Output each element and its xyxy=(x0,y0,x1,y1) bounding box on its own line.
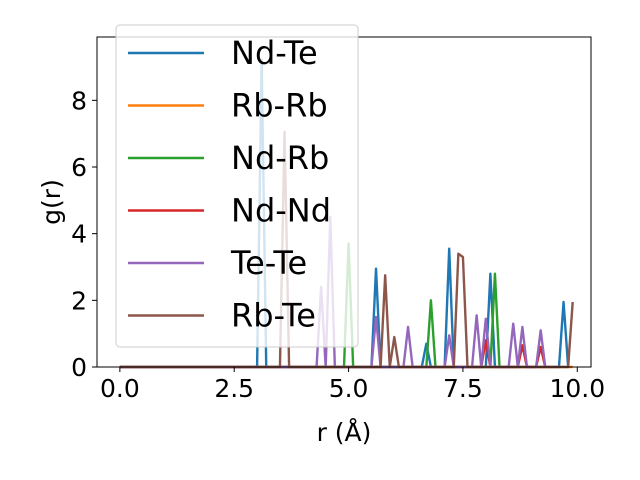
x-tick-label: 7.5 xyxy=(443,374,483,403)
y-tick-label: 8 xyxy=(71,86,87,115)
y-axis-label: g(r) xyxy=(37,179,66,225)
y-tick-label: 4 xyxy=(71,220,87,249)
y-tick-label: 0 xyxy=(71,353,87,382)
x-tick-label: 5.0 xyxy=(329,374,369,403)
x-tick-label: 2.5 xyxy=(214,374,254,403)
x-axis-label: r (Å) xyxy=(317,418,372,447)
y-tick-label: 6 xyxy=(71,153,87,182)
x-tick-label: 0.0 xyxy=(100,374,140,403)
legend-label-te-te: Te-Te xyxy=(230,244,307,282)
legend-label-rb-te: Rb-Te xyxy=(231,297,316,335)
legend-label-nd-te: Nd-Te xyxy=(231,34,318,72)
y-tick-label: 2 xyxy=(71,286,87,315)
legend-label-nd-rb: Nd-Rb xyxy=(231,139,329,177)
x-tick-label: 10.0 xyxy=(549,374,605,403)
legend-label-rb-rb: Rb-Rb xyxy=(231,87,328,125)
x-axis-ticks: 0.0 2.5 5.0 7.5 10.0 xyxy=(100,367,605,403)
legend-label-nd-nd: Nd-Nd xyxy=(231,192,331,230)
legend: Nd-Te Rb-Rb Nd-Rb Nd-Nd Te-Te Rb-Te xyxy=(115,24,359,348)
y-axis-ticks: 0 2 4 6 8 xyxy=(71,86,97,382)
